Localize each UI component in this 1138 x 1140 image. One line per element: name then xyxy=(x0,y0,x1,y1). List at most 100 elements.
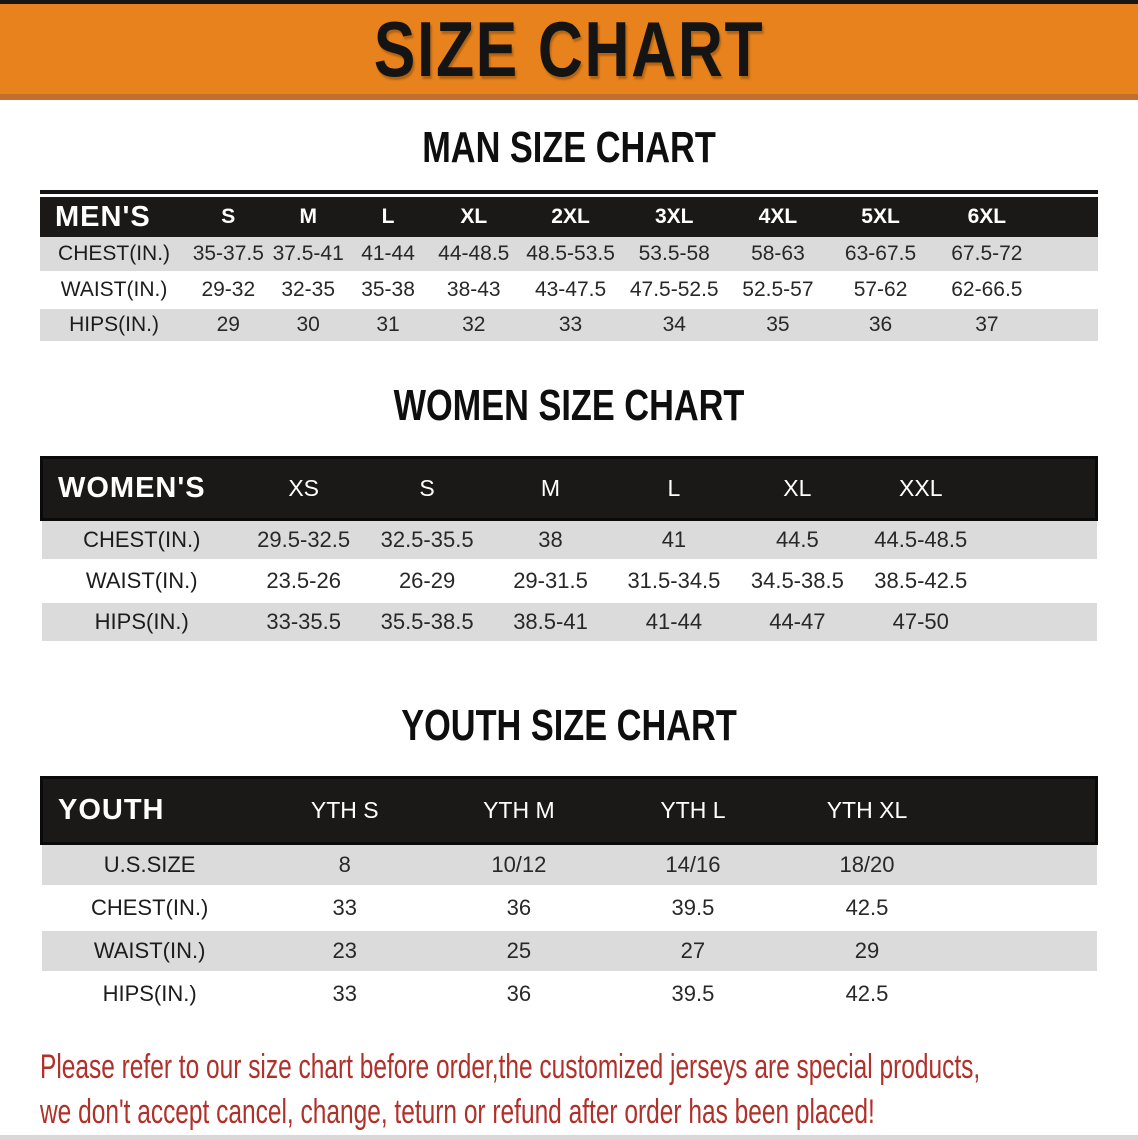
size-cell: 43-47.5 xyxy=(519,272,622,309)
size-cell: 33 xyxy=(257,972,432,1017)
size-cell: 34.5-38.5 xyxy=(735,560,860,603)
size-cell: 35-37.5 xyxy=(188,237,269,274)
youth-size-table: YOUTH YTH S YTH M YTH L YTH XL U.S.SIZE 8 10/… xyxy=(40,776,1098,1017)
youth-size-chart-section: YOUTH SIZE CHART YOUTH YTH S YTH M YTH L YT… xyxy=(0,700,1138,1017)
spacer-cell xyxy=(1041,307,1098,344)
spacer-cell xyxy=(982,457,1097,519)
table-row: CHEST(IN.) 35-37.5 37.5-41 41-44 44-48.5 48.5… xyxy=(40,237,1098,274)
size-cell: 53.5-58 xyxy=(621,237,727,274)
spacer-cell xyxy=(954,843,1097,888)
table-row: WAIST(IN.) 29-32 32-35 35-38 38-43 43-47.5 47.… xyxy=(40,272,1098,309)
size-cell: 32 xyxy=(428,307,520,344)
size-cell: 31 xyxy=(347,307,429,344)
spacer-cell xyxy=(982,601,1097,644)
footnote-line-2: we don't accept cancel, change, teturn o… xyxy=(40,1092,875,1131)
size-cell: 29-32 xyxy=(188,272,269,309)
size-cell: 48.5-53.5 xyxy=(519,237,622,274)
size-cell: 30 xyxy=(268,307,348,344)
size-tables: MAN SIZE CHART MEN'S S M L XL 2XL 3XL 4XL 5XL 6X… xyxy=(0,122,1138,1017)
size-cell: 44-48.5 xyxy=(428,237,520,274)
size-cell: 32-35 xyxy=(268,272,348,309)
size-cell: 39.5 xyxy=(605,886,780,931)
bottom-border-line xyxy=(0,1134,1138,1140)
size-column-header: 5XL xyxy=(829,197,932,237)
spacer-cell xyxy=(982,560,1097,603)
size-column-header: 3XL xyxy=(621,197,727,237)
size-cell: 32.5-35.5 xyxy=(365,519,489,562)
size-cell: 38-43 xyxy=(428,272,520,309)
size-cell: 26-29 xyxy=(365,560,489,603)
spacer-cell xyxy=(954,777,1097,843)
man-size-table: MEN'S S M L XL 2XL 3XL 4XL 5XL 6XL CHEST(IN.) 35-… xyxy=(40,197,1098,344)
table-top-rule xyxy=(40,190,1098,194)
table-row: HIPS(IN.) 29 30 31 32 33 34 35 36 37 xyxy=(40,307,1098,344)
size-cell: 58-63 xyxy=(726,237,830,274)
size-cell: 38 xyxy=(488,519,613,562)
size-cell: 41 xyxy=(612,519,736,562)
size-cell: 57-62 xyxy=(829,272,932,309)
row-label: WAIST(IN.) xyxy=(41,929,258,974)
size-cell: 29 xyxy=(188,307,269,344)
size-cell: 44-47 xyxy=(735,601,860,644)
size-column-header: L xyxy=(347,197,429,237)
corner-label: YOUTH xyxy=(41,777,258,843)
size-column-header: M xyxy=(488,457,613,519)
size-cell: 44.5-48.5 xyxy=(859,519,983,562)
size-column-header: 6XL xyxy=(931,197,1042,237)
spacer-cell xyxy=(982,519,1097,562)
size-cell: 41-44 xyxy=(612,601,736,644)
size-column-header: XXL xyxy=(859,457,983,519)
row-label: WAIST(IN.) xyxy=(41,560,242,603)
table-row: WAIST(IN.) 23.5-26 26-29 29-31.5 31.5-34.5 34… xyxy=(41,560,1097,603)
row-label: CHEST(IN.) xyxy=(41,519,242,562)
row-label: HIPS(IN.) xyxy=(41,601,242,644)
row-label: CHEST(IN.) xyxy=(41,886,258,931)
size-column-header: YTH XL xyxy=(779,777,955,843)
size-cell: 29 xyxy=(779,929,955,974)
size-cell: 41-44 xyxy=(347,237,429,274)
section-title: WOMEN SIZE CHART xyxy=(393,380,745,430)
size-column-header: YTH S xyxy=(257,777,432,843)
size-cell: 18/20 xyxy=(779,843,955,888)
size-cell: 47.5-52.5 xyxy=(621,272,727,309)
size-cell: 35.5-38.5 xyxy=(365,601,489,644)
size-cell: 47-50 xyxy=(859,601,983,644)
row-label: HIPS(IN.) xyxy=(41,972,258,1017)
section-title: YOUTH SIZE CHART xyxy=(401,700,737,750)
row-label: CHEST(IN.) xyxy=(40,237,189,274)
size-cell: 10/12 xyxy=(431,843,606,888)
footnote-line-1: Please refer to our size chart before or… xyxy=(40,1047,981,1086)
size-column-header: 4XL xyxy=(726,197,830,237)
size-cell: 14/16 xyxy=(605,843,780,888)
size-cell: 29.5-32.5 xyxy=(241,519,366,562)
size-cell: 38.5-42.5 xyxy=(859,560,983,603)
man-size-chart-section: MAN SIZE CHART MEN'S S M L XL 2XL 3XL 4XL 5XL 6X… xyxy=(0,122,1138,344)
spacer-cell xyxy=(954,886,1097,931)
size-cell: 8 xyxy=(257,843,432,888)
size-cell: 25 xyxy=(431,929,606,974)
size-cell: 67.5-72 xyxy=(931,237,1042,274)
size-cell: 33-35.5 xyxy=(241,601,366,644)
table-row: CHEST(IN.) 33 36 39.5 42.5 xyxy=(41,886,1097,931)
table-header-row: WOMEN'S XS S M L XL XXL xyxy=(41,457,1097,519)
size-cell: 42.5 xyxy=(779,886,955,931)
size-cell: 42.5 xyxy=(779,972,955,1017)
size-cell: 36 xyxy=(431,886,606,931)
spacer-cell xyxy=(954,972,1097,1017)
banner-title: SIZE CHART xyxy=(373,5,765,93)
size-cell: 52.5-57 xyxy=(726,272,830,309)
size-cell: 44.5 xyxy=(735,519,860,562)
size-column-header: XS xyxy=(241,457,366,519)
size-cell: 31.5-34.5 xyxy=(612,560,736,603)
size-cell: 23.5-26 xyxy=(241,560,366,603)
table-header-row: YOUTH YTH S YTH M YTH L YTH XL xyxy=(41,777,1097,843)
size-cell: 62-66.5 xyxy=(931,272,1042,309)
size-cell: 36 xyxy=(431,972,606,1017)
row-label: U.S.SIZE xyxy=(41,843,258,888)
footnote: Please refer to our size chart before or… xyxy=(40,1045,1098,1135)
spacer-cell xyxy=(954,929,1097,974)
table-header-row: MEN'S S M L XL 2XL 3XL 4XL 5XL 6XL xyxy=(40,197,1098,237)
size-cell: 33 xyxy=(519,307,622,344)
section-title: MAN SIZE CHART xyxy=(422,123,716,172)
spacer-cell xyxy=(1041,272,1098,309)
